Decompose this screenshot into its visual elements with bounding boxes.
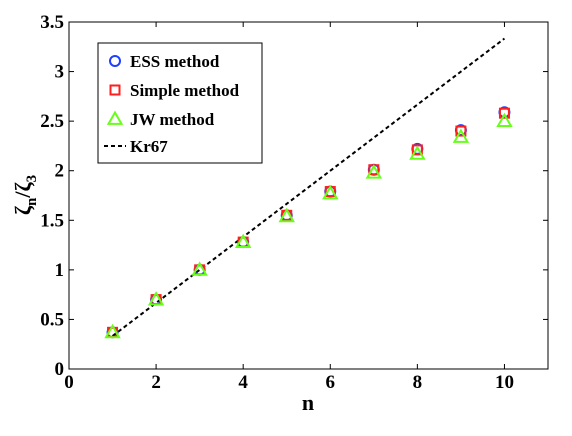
- y-tick-label: 3.5: [40, 12, 64, 33]
- y-axis-label: ζn/ζ3: [10, 175, 40, 215]
- x-tick-label: 2: [151, 372, 161, 393]
- y-label-zeta-3: ζ: [10, 182, 35, 192]
- x-tick-label: 4: [238, 372, 248, 393]
- triangle-point: [191, 261, 208, 276]
- y-tick-label: 2.5: [40, 111, 64, 132]
- y-label-slash: /: [10, 191, 35, 199]
- legend-item: ESS method: [109, 52, 220, 71]
- y-label-sub-n: n: [24, 197, 40, 206]
- triangle-point: [409, 145, 426, 160]
- x-tick-label: 10: [495, 372, 514, 393]
- y-tick-label: 3: [55, 62, 65, 83]
- x-tick-label: 0: [64, 372, 74, 393]
- y-label-sub-3: 3: [24, 175, 40, 183]
- legend-label: Kr67: [130, 137, 168, 156]
- legend: ESS method Simple method JW method Kr67: [97, 42, 263, 164]
- triangle-point: [104, 323, 121, 339]
- legend-label: JW method: [130, 110, 215, 129]
- y-label-zeta-n: ζ: [10, 205, 35, 215]
- x-tick-label: 6: [326, 372, 336, 393]
- y-tick-label: 1.5: [40, 210, 64, 231]
- triangle-point: [322, 185, 339, 200]
- triangle-point: [365, 164, 383, 179]
- y-tick-label: 0.5: [40, 309, 64, 330]
- legend-label: ESS method: [130, 52, 220, 71]
- x-axis: 0 2 4 6 8 10: [64, 22, 514, 393]
- y-axis: 0 0.5 1 1.5 2 2.5 3 3.5: [40, 12, 548, 380]
- y-tick-label: 0: [55, 359, 65, 380]
- series-layer: [104, 37, 513, 339]
- legend-circle-icon: [109, 55, 121, 67]
- series-jw-method: [104, 112, 513, 339]
- legend-label: Simple method: [130, 81, 240, 100]
- legend-item: Kr67: [104, 137, 168, 156]
- x-axis-label: n: [302, 390, 314, 415]
- square-point: [498, 107, 510, 119]
- legend-item: Simple method: [109, 81, 240, 100]
- legend-triangle-icon: [106, 110, 124, 125]
- triangle-point: [147, 291, 165, 306]
- x-tick-label: 8: [413, 372, 423, 393]
- legend-item: JW method: [106, 110, 215, 129]
- y-tick-label: 2: [55, 161, 65, 182]
- square-point: [455, 125, 467, 137]
- triangle-point: [278, 207, 295, 223]
- series-kr67: [111, 37, 506, 337]
- legend-box: [97, 42, 263, 164]
- triangle-point: [234, 233, 252, 248]
- triangle-point: [496, 112, 513, 128]
- y-tick-label: 1: [55, 260, 65, 281]
- legend-square-icon: [109, 84, 121, 96]
- kr67-line: [111, 37, 506, 337]
- triangle-point: [452, 128, 470, 143]
